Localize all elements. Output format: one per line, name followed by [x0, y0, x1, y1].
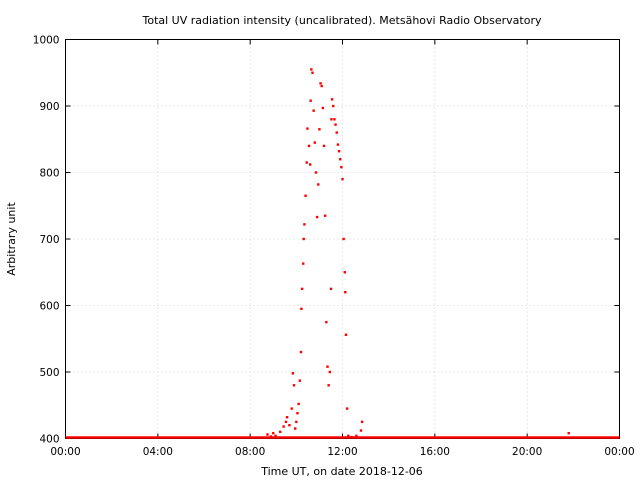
data-point	[341, 177, 344, 181]
y-axis-label: Arbitrary unit	[5, 202, 18, 276]
chart-title: Total UV radiation intensity (uncalibrat…	[142, 14, 542, 27]
y-tick-label: 700	[39, 234, 59, 246]
data-point	[332, 104, 335, 108]
data-point	[335, 131, 338, 134]
data-point	[291, 372, 295, 375]
x-tick-label: 08:00	[235, 446, 265, 458]
data-point	[269, 435, 273, 438]
data-point	[285, 416, 289, 419]
y-tick-label: 800	[39, 168, 59, 180]
data-point	[323, 214, 327, 217]
data-point	[299, 350, 303, 354]
data-point	[338, 158, 342, 161]
data-point	[345, 407, 349, 410]
x-tick-label: 12:00	[327, 446, 357, 458]
x-tick-label: 00:00	[604, 446, 634, 458]
data-point	[344, 291, 347, 294]
data-point	[344, 333, 348, 336]
data-point	[293, 427, 297, 430]
data-point	[340, 165, 343, 169]
data-point	[337, 150, 341, 153]
data-point	[282, 425, 285, 428]
data-point	[272, 431, 275, 435]
data-point	[308, 163, 312, 166]
data-point	[326, 365, 329, 368]
data-point	[325, 320, 328, 324]
data-point	[298, 379, 301, 382]
data-point	[292, 384, 296, 387]
data-point	[284, 420, 288, 424]
data-point	[311, 71, 314, 74]
data-point	[334, 123, 337, 126]
data-point	[310, 68, 313, 71]
data-point	[350, 435, 353, 439]
data-point	[360, 420, 364, 424]
data-point	[320, 84, 323, 88]
data-point	[297, 402, 300, 406]
data-point	[330, 98, 334, 101]
data-point	[347, 434, 350, 438]
grid-lines	[65, 39, 620, 439]
data-point	[309, 99, 312, 102]
y-tick-label: 1000	[33, 35, 60, 47]
data-point	[274, 434, 277, 438]
data-point	[321, 106, 325, 110]
x-tick-label: 04:00	[143, 446, 173, 458]
data-point	[314, 171, 318, 174]
data-point	[355, 434, 358, 438]
data-point	[342, 237, 345, 241]
data-point	[567, 431, 570, 435]
data-point	[317, 183, 320, 186]
data-point	[295, 420, 298, 424]
data-point	[319, 82, 322, 85]
x-tick-labels: 00:00 04:00 08:00 12:00 16:00 20:00 00:00	[50, 446, 634, 458]
data-point	[290, 407, 293, 410]
data-point	[296, 412, 299, 415]
data-point	[315, 215, 319, 219]
y-tick-label: 400	[39, 434, 59, 446]
y-tick-label: 900	[39, 101, 59, 113]
x-axis-label: Time UT, on date 2018-12-06	[260, 465, 423, 478]
data-point	[303, 223, 306, 226]
data-point	[300, 307, 303, 311]
data-point	[300, 287, 304, 291]
data-point	[330, 118, 333, 121]
data-point	[329, 287, 333, 291]
data-point	[304, 194, 307, 197]
data-point	[318, 128, 321, 131]
data-point	[307, 144, 311, 148]
data-point	[336, 143, 340, 146]
data-point	[343, 271, 347, 274]
data-point	[302, 262, 305, 265]
y-tick-label: 600	[39, 301, 59, 313]
data-point	[288, 424, 291, 427]
data-point	[302, 237, 305, 241]
data-point	[312, 109, 315, 112]
data-point	[278, 430, 282, 434]
y-tick-label: 500	[39, 367, 59, 379]
data-point	[322, 144, 326, 148]
x-tick-label: 16:00	[420, 446, 450, 458]
data-point	[327, 384, 330, 387]
data-point	[305, 161, 308, 164]
data-point	[306, 127, 309, 130]
y-tick-labels: 400 500 600 700 800 900 1000	[33, 35, 60, 446]
x-tick-label: 00:00	[50, 446, 80, 458]
data-point	[333, 118, 336, 121]
data-points	[65, 68, 620, 439]
data-point	[359, 429, 363, 432]
x-tick-label: 20:00	[512, 446, 542, 458]
data-point	[313, 141, 316, 144]
data-point	[266, 433, 269, 436]
data-point	[328, 370, 332, 374]
